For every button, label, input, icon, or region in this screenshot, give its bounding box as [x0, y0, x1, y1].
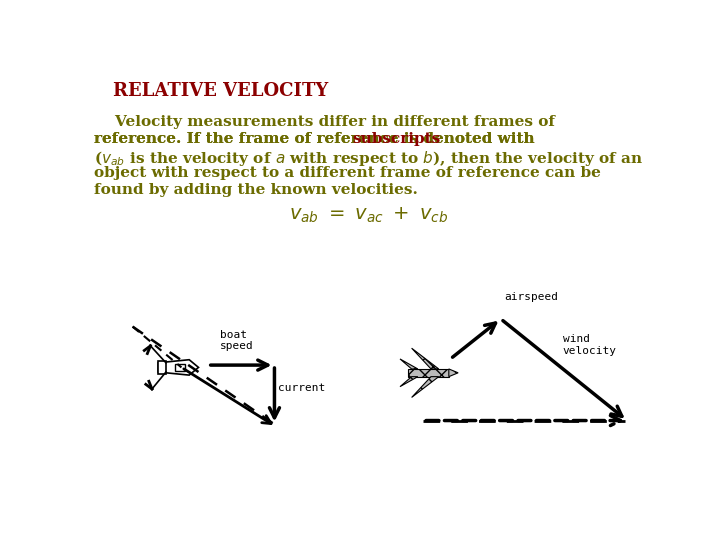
Text: airspeed: airspeed — [505, 292, 559, 302]
Text: found by adding the known velocities.: found by adding the known velocities. — [94, 183, 418, 197]
Text: reference. If the frame of reference is denoted with: reference. If the frame of reference is … — [94, 132, 540, 146]
Polygon shape — [408, 369, 449, 377]
Text: current: current — [277, 383, 325, 393]
Text: boat
speed: boat speed — [220, 329, 254, 351]
Polygon shape — [400, 359, 418, 369]
Polygon shape — [400, 377, 418, 387]
Text: wind
velocity: wind velocity — [563, 334, 617, 356]
Polygon shape — [412, 348, 438, 369]
Polygon shape — [158, 361, 166, 374]
Text: object with respect to a different frame of reference can be: object with respect to a different frame… — [94, 166, 600, 180]
Polygon shape — [412, 377, 438, 397]
Text: Velocity measurements differ in different frames of: Velocity measurements differ in differen… — [94, 115, 555, 129]
Polygon shape — [158, 360, 199, 375]
Polygon shape — [449, 369, 458, 377]
Text: RELATIVE VELOCITY: RELATIVE VELOCITY — [113, 82, 328, 100]
Text: $v_{ab}\ =\ v_{ac}\ +\ v_{cb}$: $v_{ab}\ =\ v_{ac}\ +\ v_{cb}$ — [289, 206, 449, 225]
Text: ($v_{ab}$ is the velocity of $a$ with respect to $b$), then the velocity of an: ($v_{ab}$ is the velocity of $a$ with re… — [94, 148, 643, 168]
Text: reference. If the frame of reference is denoted with: reference. If the frame of reference is … — [94, 132, 540, 146]
Polygon shape — [175, 363, 184, 372]
Text: subscripts: subscripts — [353, 132, 441, 146]
